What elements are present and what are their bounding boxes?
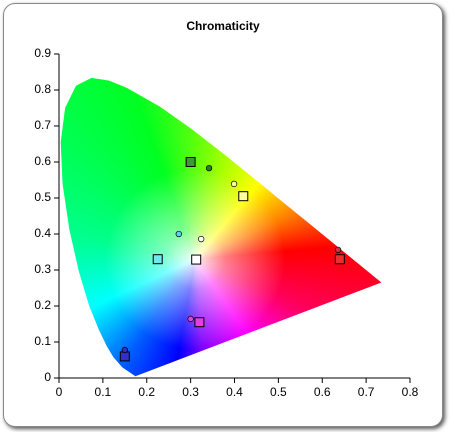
target-marker	[194, 317, 205, 328]
target-marker	[334, 254, 345, 265]
target-marker	[119, 351, 130, 362]
x-tick-label: 0.3	[182, 385, 199, 399]
y-tick-label: 0.5	[34, 190, 51, 204]
measured-marker	[198, 235, 205, 243]
y-tick-label: 0.6	[34, 154, 51, 168]
y-tick-label: 0.1	[34, 334, 51, 348]
y-tick-label: 0	[44, 370, 51, 384]
target-marker	[152, 254, 163, 265]
chart-title: Chromaticity	[186, 19, 260, 33]
measured-marker	[205, 164, 213, 172]
y-tick-label: 0.2	[34, 298, 51, 312]
x-tick-label: 0.7	[358, 385, 375, 399]
target-marker	[191, 254, 202, 265]
x-tick-label: 0.1	[95, 385, 112, 399]
x-tick-label: 0.5	[270, 385, 287, 399]
y-tick-label: 0.7	[34, 118, 51, 132]
measured-marker	[230, 180, 238, 188]
y-tick-label: 0.8	[34, 82, 51, 96]
measured-marker	[121, 346, 128, 354]
target-marker	[238, 191, 249, 202]
y-tick-label: 0.4	[34, 226, 51, 240]
target-marker	[185, 157, 196, 167]
x-tick-label: 0.4	[226, 385, 243, 399]
y-tick-label: 0.3	[34, 262, 51, 276]
measured-marker	[175, 230, 182, 238]
x-tick-label: 0.2	[138, 385, 155, 399]
measured-marker	[187, 315, 194, 323]
measured-marker	[334, 246, 342, 253]
y-tick-label: 0.9	[34, 46, 51, 60]
x-tick-label: 0	[56, 385, 63, 399]
x-tick-label: 0.6	[314, 385, 331, 399]
x-tick-label: 0.8	[402, 385, 419, 399]
